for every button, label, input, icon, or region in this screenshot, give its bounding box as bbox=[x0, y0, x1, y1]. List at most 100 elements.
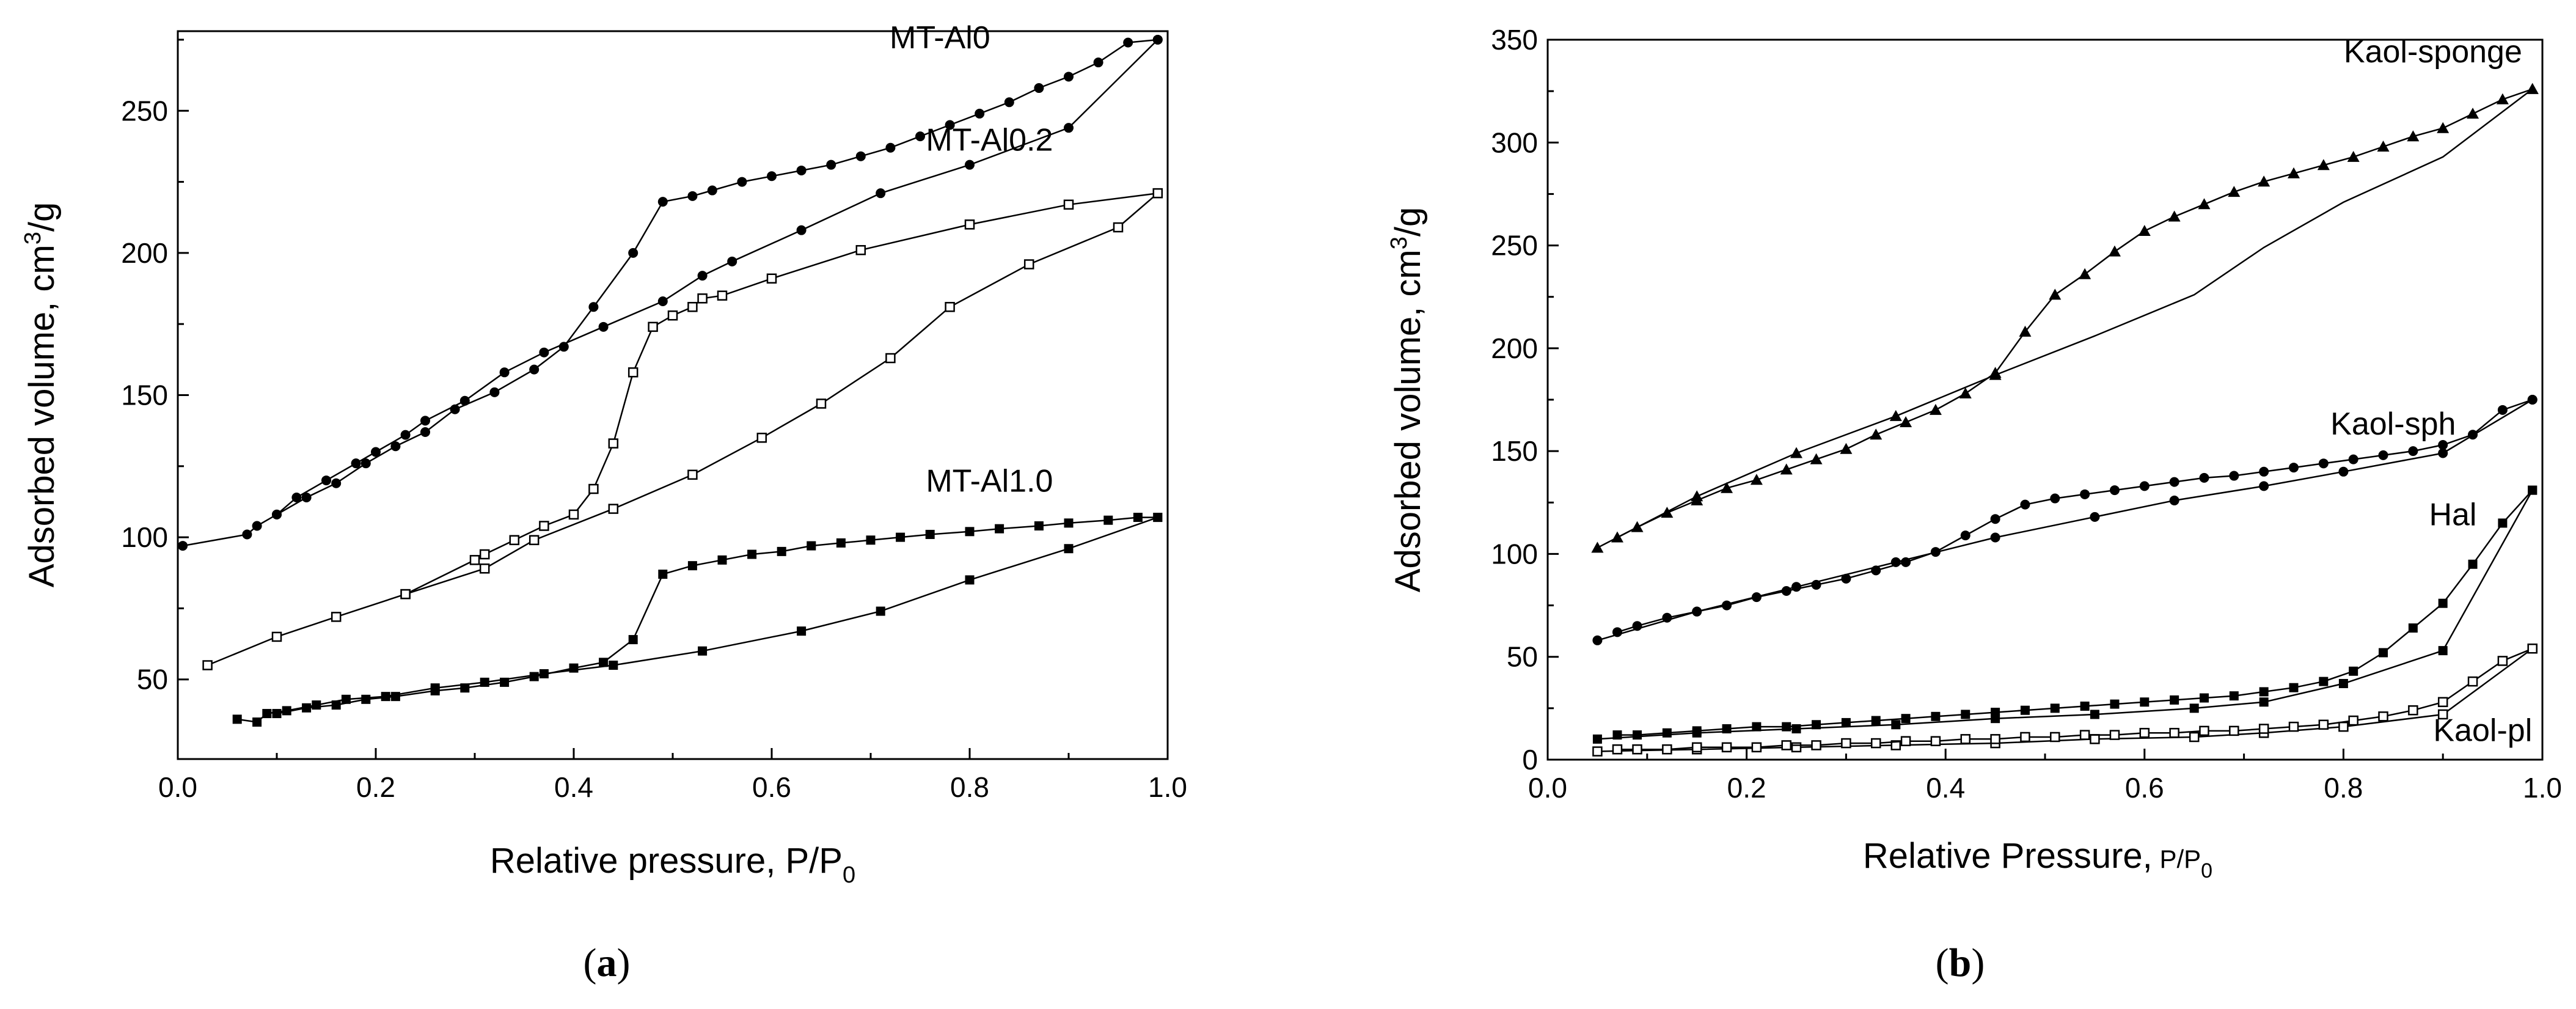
data-point-a-1-12 bbox=[796, 165, 807, 175]
data-point-a-0-19 bbox=[965, 160, 975, 170]
data-point-b-5-2 bbox=[2468, 559, 2478, 569]
series-line-b-0 bbox=[1597, 88, 2533, 549]
data-point-b-3-17 bbox=[2020, 499, 2030, 510]
y-axis-label-a: Adsorbed volume, cm3/g bbox=[20, 202, 62, 587]
data-point-a-1-20 bbox=[558, 342, 569, 352]
data-point-b-5-17 bbox=[2020, 705, 2030, 715]
data-point-b-1-5 bbox=[2377, 141, 2390, 152]
data-point-a-0-16 bbox=[727, 256, 737, 266]
data-point-b-1-12 bbox=[2168, 210, 2181, 222]
data-point-a-0-7 bbox=[371, 447, 381, 457]
data-point-a-2-2 bbox=[331, 612, 342, 622]
annotations-a: MT-Al0 MT-Al0.2 MT-Al1.0 bbox=[890, 20, 1053, 499]
series-label-b-0: Kaol-sponge bbox=[2344, 34, 2522, 70]
data-point-b-1-20 bbox=[1929, 403, 1942, 415]
y-tick-label-b-7: 350 bbox=[1491, 24, 1538, 56]
data-point-b-1-21 bbox=[1900, 416, 1912, 428]
data-point-b-3-8 bbox=[2289, 463, 2299, 473]
data-point-b-3-20 bbox=[1930, 547, 1941, 557]
series-b-kaol-sponge-adsorption bbox=[1591, 83, 2539, 553]
data-point-a-4-1 bbox=[252, 717, 262, 727]
series-line-a-3 bbox=[405, 192, 1158, 595]
data-point-b-1-3 bbox=[2437, 122, 2450, 133]
data-point-b-3-23 bbox=[1841, 573, 1851, 584]
x-tick-label-a-5: 1.0 bbox=[1148, 771, 1187, 803]
data-point-b-5-18 bbox=[1991, 708, 2000, 717]
data-point-a-1-25 bbox=[390, 441, 401, 452]
data-point-a-3-15 bbox=[509, 535, 520, 546]
data-point-a-3-0 bbox=[1152, 188, 1163, 199]
data-point-b-1-27 bbox=[1721, 482, 1733, 493]
data-point-a-4-10 bbox=[609, 660, 618, 670]
data-point-b-3-24 bbox=[1811, 579, 1821, 590]
data-point-b-7-21 bbox=[1900, 736, 1911, 746]
series-a bbox=[178, 34, 1163, 727]
data-point-a-4-6 bbox=[381, 692, 390, 702]
data-point-a-5-6 bbox=[965, 527, 975, 537]
data-point-b-3-22 bbox=[1871, 565, 1881, 576]
series-b-hal-adsorption bbox=[1592, 485, 2538, 744]
series-a-mt-al0-desorption bbox=[272, 34, 1163, 519]
data-point-b-5-11 bbox=[2199, 693, 2209, 703]
data-point-b-7-24 bbox=[1811, 740, 1821, 750]
data-point-a-1-6 bbox=[975, 108, 985, 119]
data-point-a-5-5 bbox=[995, 524, 1004, 534]
data-point-b-1-2 bbox=[2467, 108, 2479, 119]
data-point-b-4-7 bbox=[2259, 697, 2269, 707]
data-point-b-1-9 bbox=[2258, 175, 2270, 187]
data-point-b-5-7 bbox=[2319, 677, 2329, 686]
axes-ticks-b: 0.0 0.2 0.4 0.6 0.8 1.0 0 50 100 150 200 250 300 350 bbox=[1491, 24, 2562, 804]
data-point-a-2-4 bbox=[479, 563, 490, 574]
data-point-b-3-21 bbox=[1901, 557, 1911, 567]
data-point-b-1-10 bbox=[2228, 186, 2241, 197]
x-axis-label-a: Relative pressure, P/P0 bbox=[490, 841, 855, 888]
data-point-a-4-3 bbox=[282, 706, 291, 716]
data-point-b-1-30 bbox=[1631, 521, 1644, 532]
series-line-b-5 bbox=[1617, 490, 2533, 736]
data-point-b-2-4 bbox=[1990, 532, 2000, 543]
data-point-b-7-9 bbox=[2258, 724, 2269, 734]
data-point-a-3-4 bbox=[766, 273, 777, 284]
y-tick-label-b-3: 150 bbox=[1491, 435, 1538, 467]
data-point-b-3-26 bbox=[1751, 592, 1762, 603]
data-point-a-0-15 bbox=[697, 271, 708, 281]
data-point-b-3-2 bbox=[2468, 430, 2478, 440]
data-point-a-0-17 bbox=[796, 225, 807, 235]
data-point-a-1-15 bbox=[707, 185, 717, 196]
series-a-mt-al0-2-desorption bbox=[400, 188, 1163, 600]
data-point-b-2-8 bbox=[2338, 466, 2349, 477]
series-line-a-2 bbox=[207, 193, 1158, 666]
data-point-b-7-0 bbox=[2527, 644, 2538, 654]
y-tick-label-a-3: 200 bbox=[121, 237, 168, 269]
data-point-b-1-7 bbox=[2317, 159, 2330, 171]
data-point-a-1-21 bbox=[529, 364, 540, 375]
data-point-a-5-28 bbox=[272, 709, 282, 719]
data-point-b-1-23 bbox=[1840, 442, 1853, 454]
series-label-b-1: Kaol-sph bbox=[2330, 406, 2456, 442]
data-point-b-5-1 bbox=[2498, 518, 2508, 528]
data-point-a-3-13 bbox=[568, 509, 579, 520]
y-tick-label-b-2: 100 bbox=[1491, 538, 1538, 570]
data-point-a-5-13 bbox=[747, 549, 757, 559]
data-point-b-7-14 bbox=[2109, 730, 2120, 740]
data-point-b-5-13 bbox=[2140, 697, 2150, 707]
data-point-b-1-15 bbox=[2079, 268, 2091, 279]
data-point-a-0-8 bbox=[400, 430, 411, 440]
data-point-b-3-30 bbox=[1632, 621, 1642, 631]
data-point-b-0-0 bbox=[1591, 541, 1604, 553]
data-point-a-5-20 bbox=[529, 672, 539, 681]
x-tick-label-b-2: 0.4 bbox=[1926, 772, 1965, 804]
data-point-a-2-5 bbox=[529, 535, 540, 546]
data-point-a-5-26 bbox=[331, 700, 341, 710]
data-point-b-1-29 bbox=[1661, 507, 1674, 518]
data-point-a-1-3 bbox=[1064, 72, 1074, 82]
data-point-b-6-8 bbox=[2338, 721, 2349, 732]
data-point-b-5-9 bbox=[2259, 687, 2269, 697]
data-point-b-3-18 bbox=[1990, 514, 2000, 524]
caption-a: (a) bbox=[584, 941, 631, 985]
data-point-b-4-0 bbox=[1592, 734, 1602, 744]
x-tick-label-a-4: 0.8 bbox=[950, 771, 989, 803]
data-point-a-0-18 bbox=[876, 188, 886, 199]
data-point-b-3-4 bbox=[2408, 446, 2418, 457]
